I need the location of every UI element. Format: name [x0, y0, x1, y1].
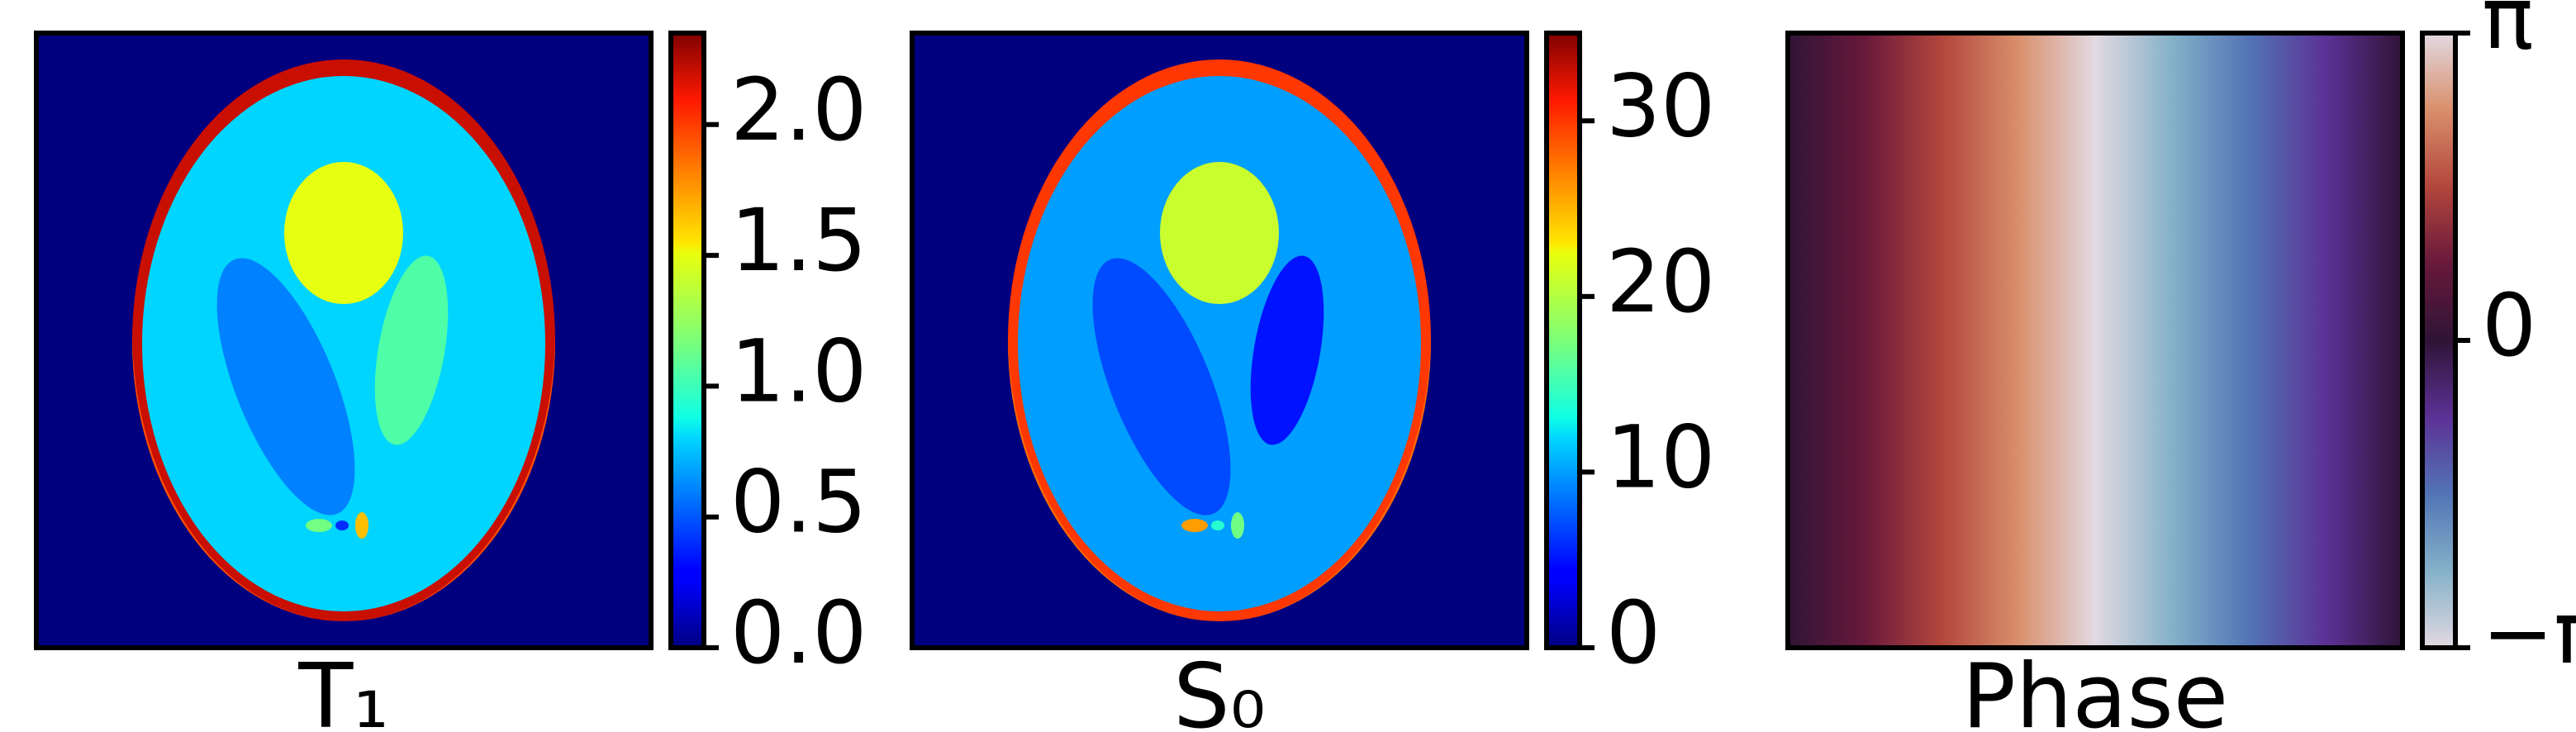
t1-tick-label: 0.0 [730, 582, 867, 683]
t1-small-3 [355, 512, 368, 539]
t1-colorbar-frame [668, 31, 706, 650]
s0-colorbar-frame [1544, 31, 1582, 650]
phase-tick-label: π [2482, 0, 2534, 69]
t1-colorbar-gradient [671, 33, 704, 648]
t1-colorbar-ticks: 0.0 0.5 1.0 1.5 2.0 [704, 59, 867, 683]
t1-brain [142, 76, 545, 611]
s0-small-1 [1181, 519, 1208, 532]
s0-tick-label: 0 [1606, 582, 1661, 683]
t1-left-ellipse [216, 258, 355, 516]
phase-panel: Phase −π 0 π [1785, 0, 2576, 732]
phase-colorbar-ticks: −π 0 π [2455, 0, 2576, 683]
s0-left-ellipse [1092, 258, 1231, 516]
s0-small-3 [1231, 512, 1244, 539]
s0-tick-label: 10 [1606, 406, 1715, 507]
s0-frame [910, 31, 1529, 650]
phase-frame [1785, 31, 2405, 650]
phase-colorbar: −π 0 π [2420, 0, 2576, 683]
t1-tick-label: 1.0 [730, 321, 867, 421]
phase-tick-label: 0 [2482, 275, 2536, 376]
t1-right-ellipse [374, 255, 449, 445]
t1-tick-label: 2.0 [730, 59, 867, 160]
phase-label: Phase [1962, 645, 2228, 732]
t1-upper-ellipse [284, 162, 403, 304]
s0-tick-label: 20 [1606, 231, 1715, 332]
t1-tick-label: 0.5 [730, 452, 867, 553]
phase-tick-label: −π [2482, 582, 2576, 683]
s0-tick-label: 30 [1606, 55, 1715, 156]
phase-map [1788, 33, 2403, 648]
t1-label: T₁ [297, 645, 388, 732]
s0-colorbar-gradient [1547, 33, 1580, 648]
t1-small-2 [335, 520, 349, 530]
t1-tick-label: 1.5 [730, 190, 867, 291]
phase-colorbar-gradient [2422, 33, 2455, 648]
s0-upper-ellipse [1160, 162, 1279, 304]
s0-colorbar: 0 10 20 30 [1544, 31, 1715, 683]
t1-small-1 [306, 519, 332, 532]
t1-colorbar: 0.0 0.5 1.0 1.5 2.0 [668, 31, 867, 683]
s0-brain [1018, 76, 1421, 611]
s0-colorbar-ticks: 0 10 20 30 [1580, 55, 1715, 683]
s0-small-2 [1211, 520, 1224, 530]
s0-panel: S₀ 0 10 20 30 [910, 31, 1715, 732]
s0-label: S₀ [1173, 645, 1266, 732]
t1-frame [34, 31, 654, 650]
s0-right-ellipse [1250, 255, 1324, 445]
t1-panel: T₁ 0.0 0.5 1.0 1.5 2.0 [34, 31, 867, 732]
